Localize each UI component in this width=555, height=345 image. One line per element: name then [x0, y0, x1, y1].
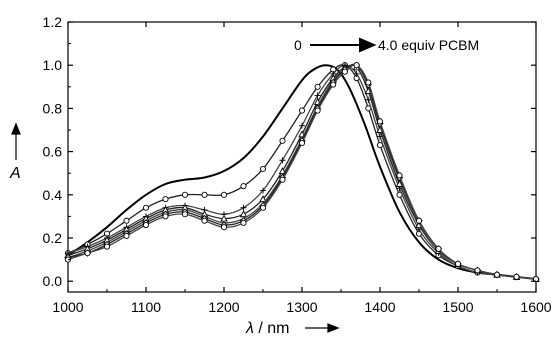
- y-tick-label: 0.0: [43, 273, 63, 289]
- data-point-s4: [220, 214, 228, 222]
- annotation-end: 4.0 equiv PCBM: [378, 37, 479, 53]
- data-point-s3: [314, 92, 321, 99]
- data-point-s7: [474, 267, 481, 274]
- data-point-s1: [312, 68, 315, 71]
- data-point-s1: [242, 157, 245, 159]
- data-point-s7: [435, 245, 442, 252]
- data-point-s4: [259, 195, 267, 203]
- x-tick-label: 1400: [364, 299, 395, 315]
- data-point-s2: [259, 165, 267, 172]
- y-tick-label: 0.4: [43, 187, 63, 203]
- x-tick-label: 1500: [442, 299, 473, 315]
- data-point-s2: [314, 83, 321, 90]
- data-point-s1: [125, 209, 128, 211]
- data-point-s2: [298, 107, 306, 114]
- data-point-s3: [299, 122, 305, 129]
- series-line-5: [67, 63, 537, 280]
- data-point-s2: [220, 191, 228, 198]
- series-line-2: [67, 64, 537, 280]
- data-point-s1: [379, 165, 381, 168]
- x-axis-label-unit: / nm: [254, 320, 290, 337]
- y-tick-label: 1.2: [43, 14, 63, 30]
- data-point-s1: [145, 194, 147, 196]
- data-point-s7: [341, 68, 348, 75]
- data-point-s1: [106, 226, 108, 228]
- data-point-s7: [220, 224, 228, 231]
- x-tick-label: 1000: [52, 299, 83, 315]
- data-point-s7: [103, 243, 111, 250]
- data-point-s3: [353, 70, 360, 77]
- data-point-s7: [376, 118, 384, 125]
- data-point-s7: [181, 211, 189, 218]
- data-point-s3: [240, 204, 247, 211]
- data-point-s7: [259, 204, 267, 211]
- data-point-s7: [84, 250, 91, 257]
- y-axis-arrow: [11, 122, 21, 160]
- y-axis-label: A: [9, 165, 21, 182]
- data-point-s7: [298, 139, 306, 147]
- series-line-1: [67, 64, 537, 280]
- axes-layer: 1000 1100 1200 1300 1400 1500 1600 0.0 0.2 0.4 0.6…: [43, 14, 552, 315]
- data-point-s2: [279, 137, 286, 144]
- data-point-s7: [123, 232, 130, 239]
- annotation-start: 0: [294, 37, 302, 53]
- data-point-s7: [240, 219, 247, 226]
- data-point-s7: [513, 273, 520, 280]
- data-point-s3: [279, 157, 286, 164]
- data-point-s1: [203, 176, 206, 179]
- x-tick-label: 1600: [520, 299, 551, 315]
- x-axis-label: λ / nm: [245, 320, 289, 337]
- data-point-s7: [279, 176, 286, 183]
- series-line-6: [67, 63, 537, 280]
- x-tick-label: 1300: [286, 299, 317, 315]
- data-point-s2: [123, 217, 130, 224]
- data-point-s1: [301, 79, 303, 82]
- data-point-s3: [260, 187, 266, 194]
- series-line-4: [67, 64, 537, 280]
- data-point-s1: [324, 64, 327, 66]
- data-point-s1: [398, 211, 401, 213]
- data-point-s2: [162, 196, 169, 203]
- data-point-s1: [281, 107, 284, 110]
- series-line-7: [67, 64, 537, 280]
- data-point-s7: [365, 79, 372, 86]
- data-point-s1: [418, 241, 420, 244]
- x-axis-arrow: [305, 323, 340, 333]
- data-point-s3: [365, 96, 372, 103]
- y-tick-label: 1.0: [43, 57, 63, 73]
- data-point-s7: [330, 81, 337, 88]
- data-point-s7: [353, 62, 360, 69]
- y-tick-label: 0.2: [43, 230, 63, 246]
- series-layer: [64, 61, 540, 283]
- plot-frame: [67, 21, 537, 293]
- x-tick-label: 1200: [208, 299, 239, 315]
- data-point-s2: [181, 191, 189, 198]
- data-point-s7: [415, 217, 423, 224]
- data-point-s2: [240, 183, 247, 190]
- data-point-s1: [348, 86, 350, 88]
- data-point-s2: [201, 191, 208, 198]
- data-point-s1: [262, 135, 264, 138]
- data-point-s7: [142, 221, 150, 229]
- y-tick-label: 0.6: [43, 144, 63, 160]
- annotation-arrow: [310, 37, 377, 53]
- data-point-s4: [239, 210, 248, 218]
- data-point-s7: [201, 217, 208, 224]
- data-point-s1: [184, 178, 186, 181]
- data-point-s7: [314, 107, 321, 114]
- data-point-s1: [437, 258, 440, 261]
- data-point-s1: [223, 170, 225, 172]
- data-point-s1: [164, 183, 167, 185]
- data-point-s7: [493, 271, 501, 278]
- series-line-3: [67, 64, 537, 280]
- y-tick-label: 0.8: [43, 100, 63, 116]
- x-tick-label: 1100: [131, 299, 161, 315]
- data-point-s7: [162, 213, 169, 220]
- data-point-s2: [142, 204, 150, 211]
- data-point-s7: [454, 260, 462, 267]
- data-point-s7: [396, 172, 403, 179]
- x-axis-label-symbol: λ: [245, 320, 254, 337]
- data-point-s1: [363, 122, 366, 125]
